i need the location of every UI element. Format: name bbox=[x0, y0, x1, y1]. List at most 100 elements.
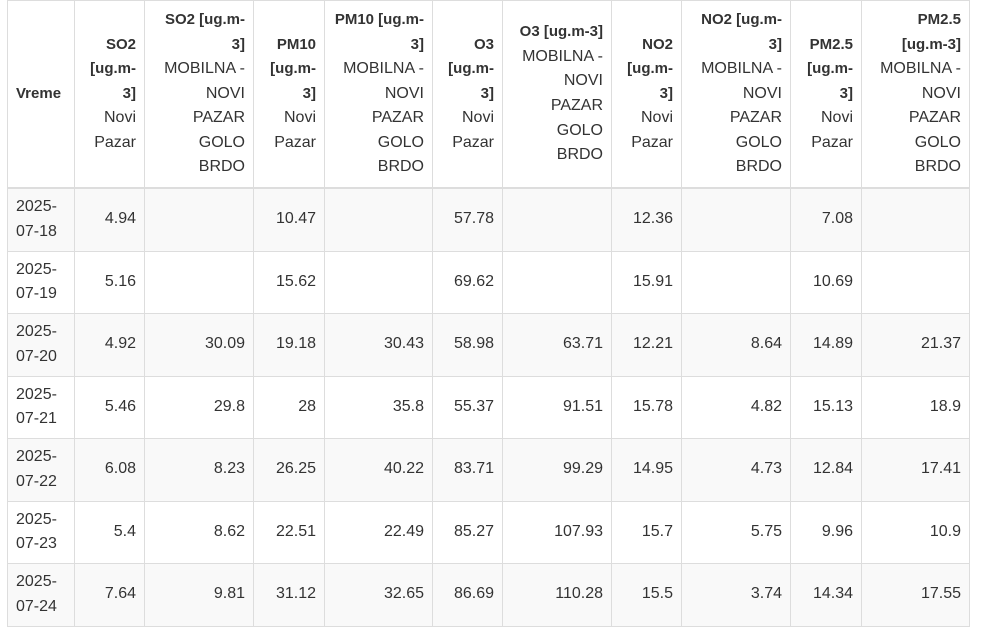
value-cell-pm10_mob: 32.65 bbox=[324, 563, 433, 627]
value-cell-no2_np: 12.36 bbox=[611, 187, 682, 252]
column-header-pm25_mob[interactable]: PM2.5 [ug.m-3] MOBILNA - NOVI PAZAR GOLO … bbox=[861, 0, 970, 189]
value-cell-so2_np: 5.16 bbox=[74, 250, 145, 314]
value-cell-pm10_np: 19.18 bbox=[253, 313, 325, 377]
value-cell-o3_mob: 110.28 bbox=[502, 563, 612, 627]
value-cell-pm10_np: 15.62 bbox=[253, 250, 325, 314]
value-cell-so2_np: 7.64 bbox=[74, 563, 145, 627]
column-header-no2_np[interactable]: NO2 [ug.m-3] Novi Pazar bbox=[611, 0, 682, 189]
column-header-station: Novi Pazar bbox=[452, 109, 494, 151]
value-cell-pm10_mob: 40.22 bbox=[324, 438, 433, 502]
value-cell-pm10_mob: 35.8 bbox=[324, 375, 433, 439]
value-cell-o3_mob: 99.29 bbox=[502, 438, 612, 502]
value-cell-so2_mob: 8.62 bbox=[144, 500, 254, 564]
value-cell-no2_mob bbox=[681, 250, 791, 314]
table-row: 2025-07-21 5.46 29.8 28 35.8 55.37 91.51 15.78 4… bbox=[7, 375, 970, 439]
column-header-so2_np[interactable]: SO2 [ug.m-3] Novi Pazar bbox=[74, 0, 145, 189]
value-cell-so2_mob: 30.09 bbox=[144, 313, 254, 377]
value-cell-pm25_mob: 17.41 bbox=[861, 438, 970, 502]
value-cell-o3_mob bbox=[502, 187, 612, 252]
table-row: 2025-07-19 5.16 15.62 69.62 15.91 10.69 bbox=[7, 250, 970, 314]
value-cell-o3_mob bbox=[502, 250, 612, 314]
date-cell: 2025-07-23 bbox=[7, 500, 75, 564]
column-header-o3_np[interactable]: O3 [ug.m-3] Novi Pazar bbox=[432, 0, 503, 189]
date-cell: 2025-07-22 bbox=[7, 438, 75, 502]
value-cell-pm10_np: 10.47 bbox=[253, 187, 325, 252]
value-cell-so2_mob bbox=[144, 250, 254, 314]
value-cell-o3_np: 85.27 bbox=[432, 500, 503, 564]
column-header-station: MOBILNA - NOVI PAZAR GOLO BRDO bbox=[343, 60, 424, 176]
value-cell-no2_mob: 8.64 bbox=[681, 313, 791, 377]
column-header-vreme[interactable]: Vreme bbox=[7, 0, 75, 189]
value-cell-pm25_np: 14.34 bbox=[790, 563, 862, 627]
value-cell-no2_np: 12.21 bbox=[611, 313, 682, 377]
value-cell-pm25_mob: 17.55 bbox=[861, 563, 970, 627]
value-cell-pm25_np: 12.84 bbox=[790, 438, 862, 502]
column-header-station: Novi Pazar bbox=[274, 109, 316, 151]
value-cell-o3_np: 69.62 bbox=[432, 250, 503, 314]
column-header-o3_mob[interactable]: O3 [ug.m-3] MOBILNA - NOVI PAZAR GOLO BRD… bbox=[502, 0, 612, 189]
value-cell-no2_np: 15.5 bbox=[611, 563, 682, 627]
value-cell-o3_np: 57.78 bbox=[432, 187, 503, 252]
column-header-station: MOBILNA - NOVI PAZAR GOLO BRDO bbox=[701, 60, 782, 176]
date-cell: 2025-07-21 bbox=[7, 375, 75, 439]
date-cell: 2025-07-24 bbox=[7, 563, 75, 627]
value-cell-pm25_np: 14.89 bbox=[790, 313, 862, 377]
value-cell-no2_np: 15.91 bbox=[611, 250, 682, 314]
value-cell-o3_mob: 91.51 bbox=[502, 375, 612, 439]
column-header-station: MOBILNA - NOVI PAZAR GOLO BRDO bbox=[522, 47, 603, 164]
value-cell-so2_np: 4.94 bbox=[74, 187, 145, 252]
column-header-pm10_mob[interactable]: PM10 [ug.m-3] MOBILNA - NOVI PAZAR GOLO B… bbox=[324, 0, 433, 189]
column-header-station: MOBILNA - NOVI PAZAR GOLO BRDO bbox=[880, 60, 961, 176]
value-cell-o3_np: 58.98 bbox=[432, 313, 503, 377]
column-header-name: NO2 [ug.m-3] bbox=[627, 35, 673, 102]
column-header-station: Novi Pazar bbox=[631, 109, 673, 151]
column-header-pm10_np[interactable]: PM10 [ug.m-3] Novi Pazar bbox=[253, 0, 325, 189]
value-cell-pm10_mob: 30.43 bbox=[324, 313, 433, 377]
column-header-station: MOBILNA - NOVI PAZAR GOLO BRDO bbox=[164, 60, 245, 176]
value-cell-o3_np: 55.37 bbox=[432, 375, 503, 439]
date-cell: 2025-07-19 bbox=[7, 250, 75, 314]
value-cell-pm25_np: 15.13 bbox=[790, 375, 862, 439]
value-cell-no2_mob: 5.75 bbox=[681, 500, 791, 564]
value-cell-no2_mob: 4.73 bbox=[681, 438, 791, 502]
column-header-name: Vreme bbox=[16, 84, 62, 102]
column-header-name: PM2.5 [ug.m-3] bbox=[807, 35, 853, 102]
value-cell-no2_np: 15.7 bbox=[611, 500, 682, 564]
table-row: 2025-07-23 5.4 8.62 22.51 22.49 85.27 107.93 15… bbox=[7, 500, 970, 564]
value-cell-so2_np: 4.92 bbox=[74, 313, 145, 377]
table-row: 2025-07-20 4.92 30.09 19.18 30.43 58.98 63.71 1… bbox=[7, 313, 970, 377]
value-cell-no2_np: 15.78 bbox=[611, 375, 682, 439]
value-cell-pm25_mob bbox=[861, 250, 970, 314]
value-cell-no2_mob: 3.74 bbox=[681, 563, 791, 627]
value-cell-pm10_np: 31.12 bbox=[253, 563, 325, 627]
column-header-no2_mob[interactable]: NO2 [ug.m-3] MOBILNA - NOVI PAZAR GOLO BR… bbox=[681, 0, 791, 189]
column-header-name: NO2 [ug.m-3] bbox=[701, 10, 782, 53]
value-cell-pm25_mob bbox=[861, 187, 970, 252]
column-header-name: O3 [ug.m-3] bbox=[448, 35, 494, 102]
value-cell-no2_mob: 4.82 bbox=[681, 375, 791, 439]
column-header-station: Novi Pazar bbox=[811, 109, 853, 151]
date-cell: 2025-07-20 bbox=[7, 313, 75, 377]
value-cell-pm25_mob: 18.9 bbox=[861, 375, 970, 439]
value-cell-pm25_np: 9.96 bbox=[790, 500, 862, 564]
value-cell-so2_mob bbox=[144, 187, 254, 252]
value-cell-pm10_mob bbox=[324, 250, 433, 314]
value-cell-pm25_mob: 21.37 bbox=[861, 313, 970, 377]
value-cell-pm25_np: 10.69 bbox=[790, 250, 862, 314]
table-row: 2025-07-24 7.64 9.81 31.12 32.65 86.69 110.28 1… bbox=[7, 563, 970, 627]
table-body: 2025-07-18 4.94 10.47 57.78 12.36 7.08 2025-07… bbox=[7, 187, 970, 627]
column-header-name: PM10 [ug.m-3] bbox=[270, 35, 316, 102]
value-cell-so2_mob: 9.81 bbox=[144, 563, 254, 627]
value-cell-no2_np: 14.95 bbox=[611, 438, 682, 502]
column-header-name: O3 [ug.m-3] bbox=[519, 23, 603, 41]
column-header-name: PM2.5 [ug.m-3] bbox=[901, 10, 961, 53]
value-cell-pm25_mob: 10.9 bbox=[861, 500, 970, 564]
value-cell-so2_np: 6.08 bbox=[74, 438, 145, 502]
air-quality-table: Vreme SO2 [ug.m-3] Novi Pazar SO2 [ug.m-3] M… bbox=[7, 0, 970, 627]
column-header-pm25_np[interactable]: PM2.5 [ug.m-3] Novi Pazar bbox=[790, 0, 862, 189]
value-cell-o3_mob: 63.71 bbox=[502, 313, 612, 377]
column-header-so2_mob[interactable]: SO2 [ug.m-3] MOBILNA - NOVI PAZAR GOLO BR… bbox=[144, 0, 254, 189]
value-cell-no2_mob bbox=[681, 187, 791, 252]
value-cell-so2_mob: 29.8 bbox=[144, 375, 254, 439]
